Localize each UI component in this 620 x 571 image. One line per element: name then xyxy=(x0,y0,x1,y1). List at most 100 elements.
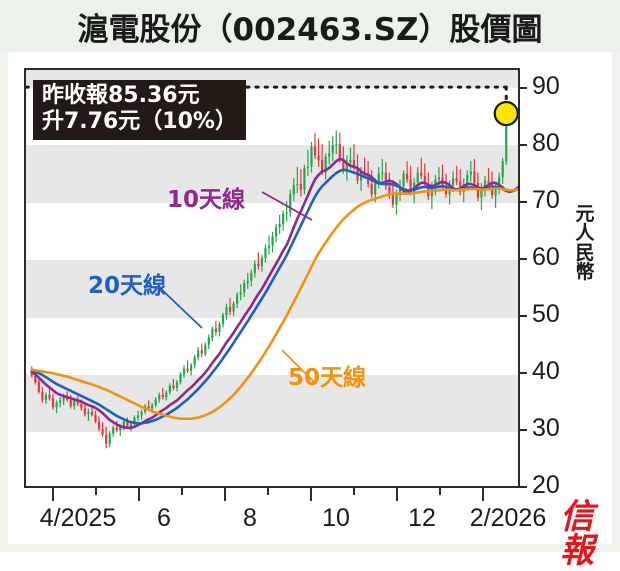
candle-body xyxy=(487,180,490,184)
legend-label-ma10: 10天線 xyxy=(167,187,246,213)
candle-body xyxy=(459,181,462,192)
last-close-info-box: 昨收報85.36元 升7.76元（10%） xyxy=(33,80,246,140)
page-title: 滬電股份（002463.SZ）股價圖 xyxy=(77,12,543,48)
candle-body xyxy=(165,392,168,398)
candle-body xyxy=(409,179,412,192)
candle-body xyxy=(473,171,476,183)
candle-body xyxy=(274,227,278,237)
legend-label-ma50: 50天線 xyxy=(288,365,367,391)
candle-body xyxy=(190,365,193,371)
candle-body xyxy=(345,162,348,171)
candle-body xyxy=(328,153,331,157)
x-axis-tick-label: 8 xyxy=(243,504,257,532)
y-axis-title-char: 人 xyxy=(575,222,595,245)
candle-body xyxy=(296,183,299,186)
candle-body xyxy=(168,385,171,393)
candle-body xyxy=(236,294,239,304)
candle-body xyxy=(73,400,76,407)
candle-body xyxy=(437,177,441,180)
candle-body xyxy=(246,280,249,284)
y-axis-tick xyxy=(520,315,527,318)
candle-body xyxy=(37,381,40,392)
candle-body xyxy=(200,350,203,354)
grid-band xyxy=(26,375,518,432)
x-axis-minor-tick xyxy=(439,488,441,495)
candle-body xyxy=(455,178,458,182)
candle-body xyxy=(384,172,387,187)
ma-line-10天線 xyxy=(30,157,518,430)
candle-body xyxy=(398,186,402,195)
candle-body xyxy=(278,223,281,228)
candle-body xyxy=(48,394,51,399)
header-band xyxy=(0,0,620,52)
candle-body xyxy=(186,368,189,371)
candle-body xyxy=(416,172,419,183)
candle-body xyxy=(282,213,285,224)
candle-body xyxy=(221,315,225,325)
candle-body xyxy=(285,212,288,214)
candle-body xyxy=(154,399,157,406)
candle-body xyxy=(483,180,487,190)
candle-body xyxy=(349,160,352,163)
x-axis-tick-label: 10 xyxy=(322,504,350,532)
candle-body xyxy=(136,415,140,418)
candle-body xyxy=(494,187,497,196)
candle-body xyxy=(69,399,72,407)
x-axis-tick-label: 12 xyxy=(408,504,436,532)
candle-body xyxy=(105,434,108,444)
candle-body xyxy=(317,155,320,161)
x-axis-minor-tick xyxy=(267,488,269,495)
candle-body xyxy=(289,194,292,213)
candle-body xyxy=(469,171,472,175)
candle-body xyxy=(76,400,79,404)
candle-body xyxy=(214,328,217,333)
y-axis-tick xyxy=(520,429,527,431)
y-axis-tick-label: 80 xyxy=(532,129,560,158)
x-axis-labels: 4/2025 6 8 10 12 2/2026 xyxy=(0,504,620,540)
x-axis-tick xyxy=(310,488,312,501)
candle-body xyxy=(374,181,377,195)
candle-body xyxy=(303,168,306,190)
y-axis-tick-label: 60 xyxy=(532,243,560,272)
candle-body xyxy=(250,272,253,281)
candle-body xyxy=(112,427,115,434)
candle-body xyxy=(395,194,398,205)
y-axis-tick-label: 30 xyxy=(532,414,560,442)
candle-body xyxy=(335,144,338,146)
candle-body xyxy=(480,189,483,198)
candle-body xyxy=(44,394,48,400)
candle-body xyxy=(140,411,143,416)
x-axis-tick xyxy=(138,488,140,501)
y-axis: 20 30 40 50 60 70 80 90 xyxy=(520,68,566,498)
candle-body xyxy=(62,395,65,401)
candle-body xyxy=(182,368,186,375)
x-axis-tick-label: 2/2026 xyxy=(469,504,547,532)
info-box-line-1: 昨收報85.36元 xyxy=(42,83,200,108)
candle-body xyxy=(55,402,58,408)
candle-body xyxy=(239,292,242,295)
candle-body xyxy=(59,400,62,403)
candle-body xyxy=(129,423,133,427)
candle-body xyxy=(218,324,221,333)
x-axis-tick-label: 4/2025 xyxy=(39,504,117,532)
y-axis-tick xyxy=(520,372,527,375)
y-axis-tick-label: 90 xyxy=(532,72,560,101)
x-axis-tick-label: 6 xyxy=(157,504,171,532)
legend-label-ma20: 20天線 xyxy=(88,273,167,299)
candle-body xyxy=(158,394,161,400)
candle-body xyxy=(211,328,214,338)
candle-body xyxy=(34,375,37,383)
legend-leader-line xyxy=(159,287,203,329)
candle-body xyxy=(151,405,154,409)
y-axis-tick xyxy=(520,144,527,147)
candle-body xyxy=(352,160,356,167)
candle-body xyxy=(267,245,271,248)
candle-body xyxy=(391,195,395,205)
candle-body xyxy=(310,146,313,167)
candle-body xyxy=(197,350,200,358)
candle-body xyxy=(264,247,267,259)
candle-body xyxy=(423,175,426,184)
candle-body xyxy=(331,145,334,154)
candle-body xyxy=(80,403,83,409)
